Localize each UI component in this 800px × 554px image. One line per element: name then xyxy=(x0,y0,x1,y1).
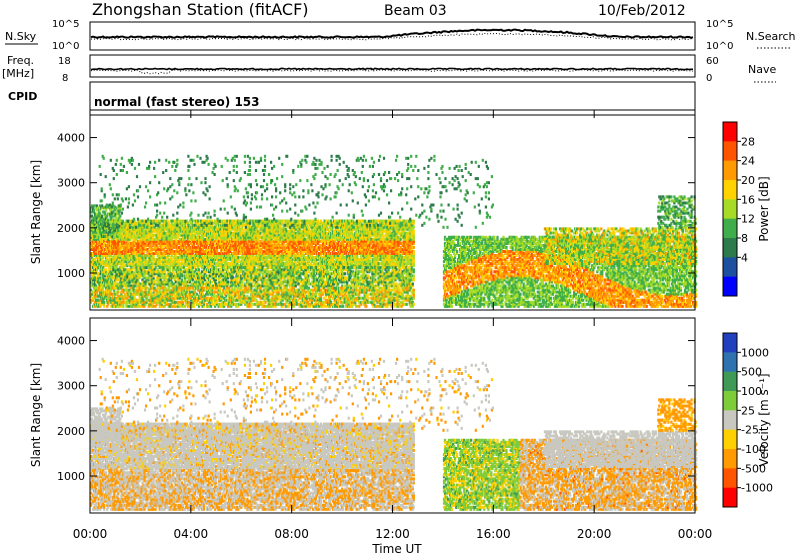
freq-label: Freq. xyxy=(7,54,34,67)
n-search-tick-low: 10^0 xyxy=(706,41,733,52)
nave-tick-low: 0 xyxy=(706,73,712,84)
n-sky-label: N.Sky xyxy=(5,30,37,43)
backscatter-cell xyxy=(259,232,261,235)
nave-label: Nave xyxy=(748,63,776,76)
n-sky-tick-low: 10^0 xyxy=(52,41,79,52)
backscatter-cell xyxy=(283,220,285,223)
freq-panel: Freq. [MHz] 18 8 60 0 Nave xyxy=(2,54,776,84)
noise-panel: N.Sky 10^5 10^0 10^5 10^0 N.Search xyxy=(5,19,796,52)
n-search-label: N.Search xyxy=(746,30,796,43)
backscatter-cell xyxy=(193,220,195,223)
cpid-text: normal (fast stereo) 153 xyxy=(94,95,260,109)
backscatter-cell xyxy=(242,230,244,233)
backscatter-cell xyxy=(226,220,228,223)
date-label: 10/Feb/2012 xyxy=(598,3,686,19)
n-sky-tick-high: 10^5 xyxy=(52,19,79,30)
backscatter-cell xyxy=(146,244,148,247)
backscatter-cell xyxy=(152,262,154,265)
backscatter-cell xyxy=(169,224,171,227)
beam-label: Beam 03 xyxy=(384,3,447,19)
backscatter-cell xyxy=(174,220,176,223)
backscatter-cell xyxy=(153,252,155,255)
backscatter-cell xyxy=(320,220,322,223)
backscatter-cell xyxy=(248,248,250,251)
backscatter-cell xyxy=(309,230,311,233)
backscatter-cell xyxy=(152,248,154,251)
cpid-label: CPID xyxy=(8,90,37,103)
backscatter-cell xyxy=(278,220,280,223)
freq-unit-label: [MHz] xyxy=(2,67,34,80)
nave-tick-high: 60 xyxy=(706,56,719,67)
n-search-tick-high: 10^5 xyxy=(706,19,733,30)
backscatter-cell xyxy=(286,250,288,253)
backscatter-cell xyxy=(238,260,240,263)
backscatter-cell xyxy=(248,244,250,247)
cpid-panel: CPID normal (fast stereo) 153 xyxy=(8,82,695,110)
freq-trace xyxy=(91,68,693,69)
backscatter-cell xyxy=(304,238,306,241)
backscatter-cell xyxy=(164,232,166,235)
freq-tick-high: 18 xyxy=(58,56,71,67)
backscatter-cell xyxy=(172,220,174,223)
backscatter-cell xyxy=(260,262,262,265)
freq-tick-low: 8 xyxy=(62,73,68,84)
station-title: Zhongshan Station (fitACF) xyxy=(92,0,309,19)
